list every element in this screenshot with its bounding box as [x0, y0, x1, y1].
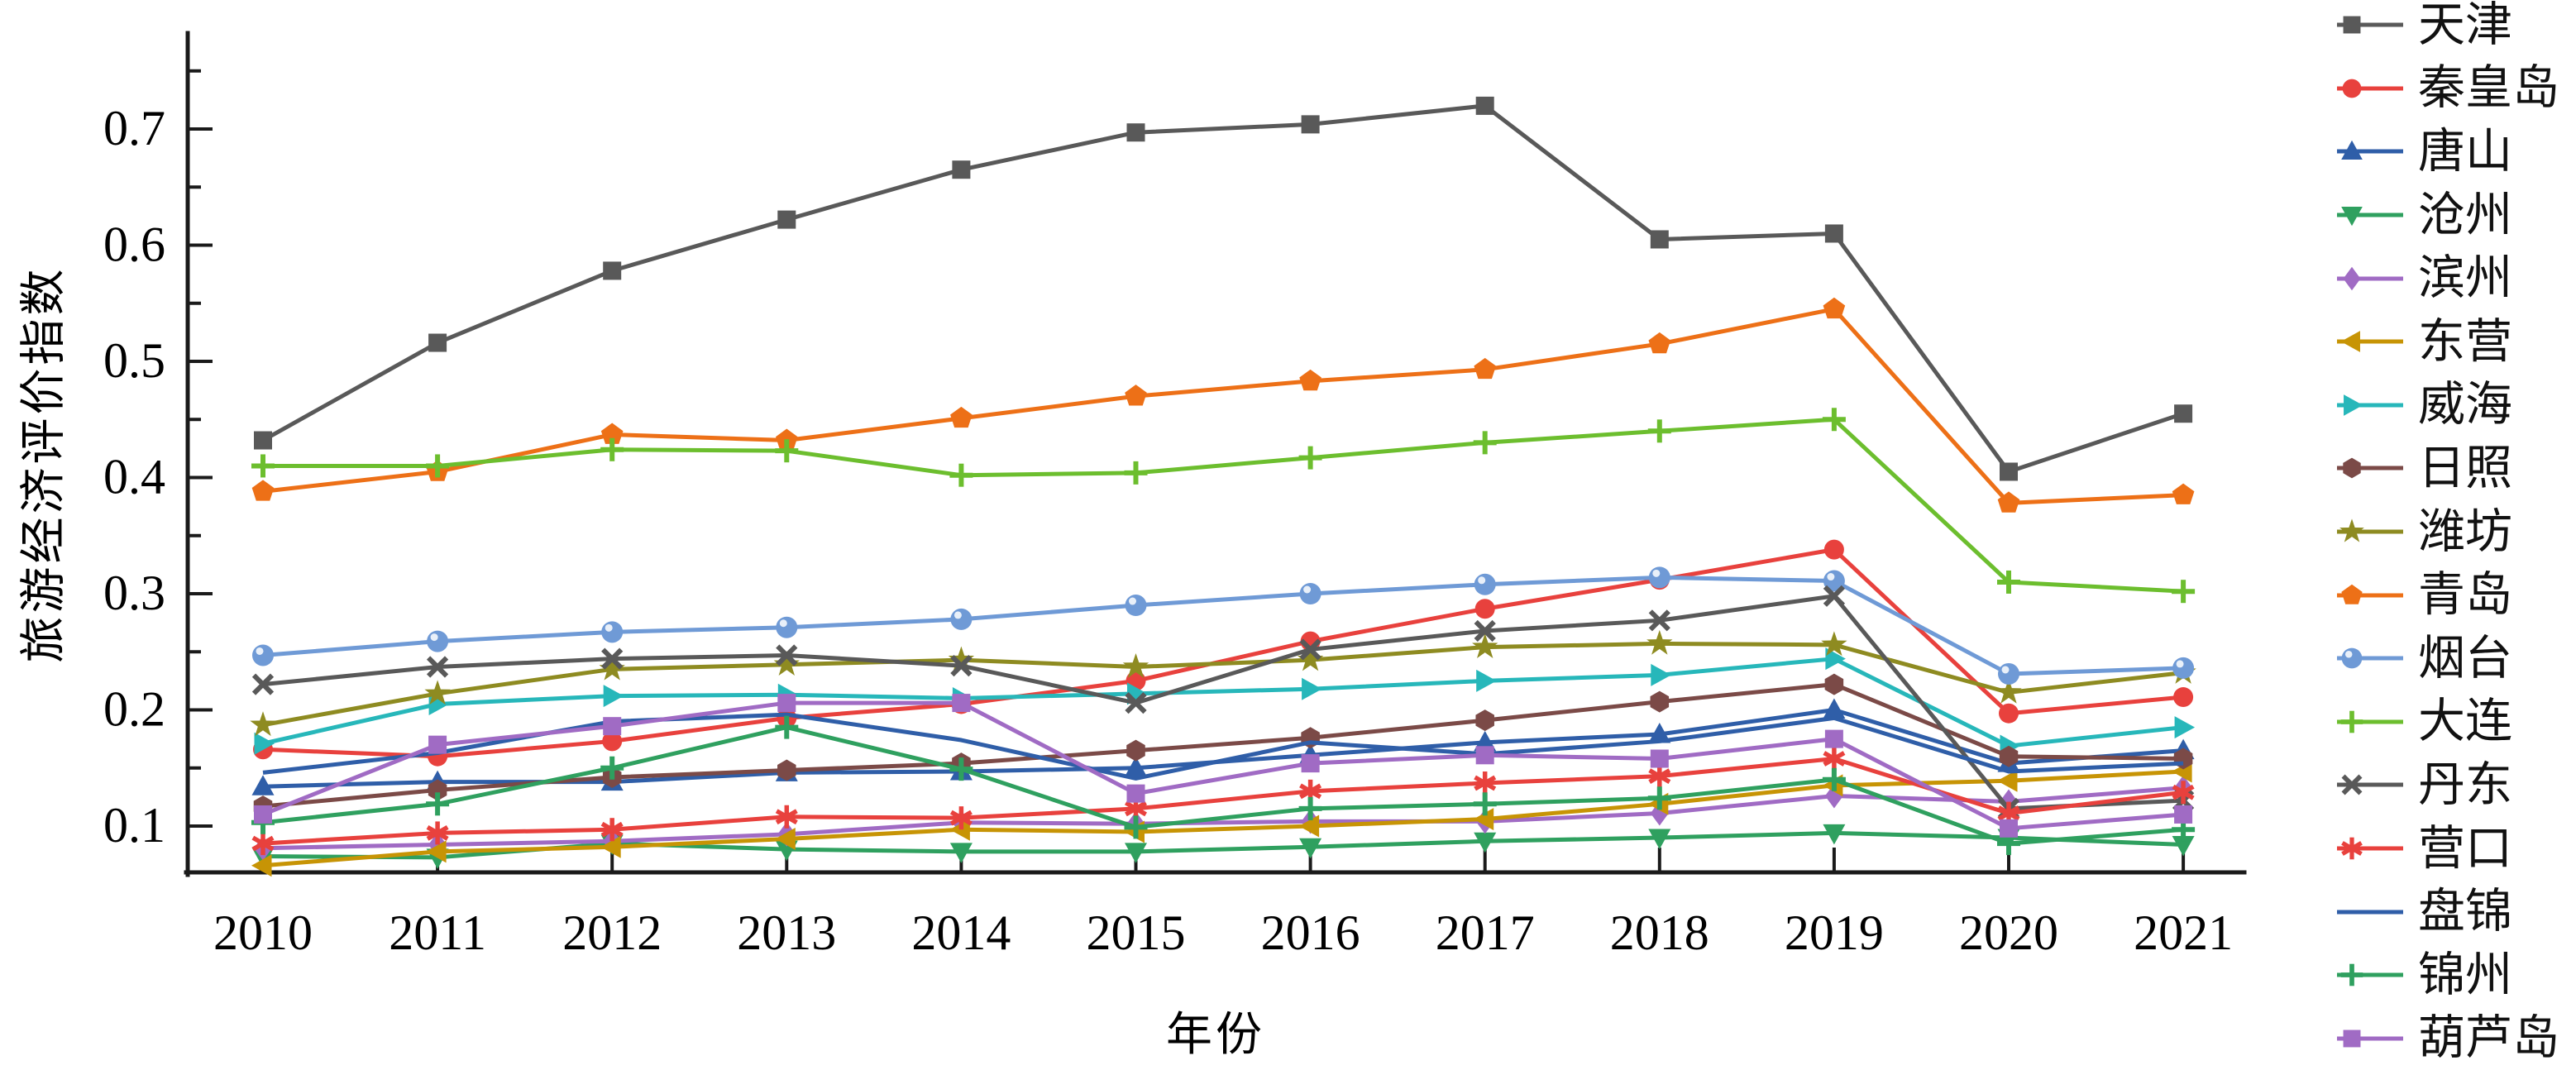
- legend-label: 秦皇岛: [2418, 64, 2559, 112]
- legend-marker-icon: [2335, 0, 2406, 50]
- legend-item-滨州: 滨州: [2335, 246, 2559, 310]
- legend-marker-icon: [2335, 127, 2406, 176]
- legend-label: 锦州: [2418, 952, 2512, 999]
- x-tick-label: 2021: [2134, 905, 2233, 960]
- legend-item-大连: 大连: [2335, 690, 2559, 754]
- legend-marker-icon: [2335, 697, 2406, 747]
- y-tick-label: 0.2: [103, 682, 165, 737]
- y-tick-label: 0.4: [103, 450, 165, 504]
- x-tick-label: 2010: [213, 905, 313, 960]
- legend-marker-icon: [2335, 443, 2406, 493]
- legend-marker-icon: [2335, 507, 2406, 556]
- legend-marker-icon: [2335, 633, 2406, 683]
- legend-label: 沧州: [2418, 192, 2512, 239]
- x-tick-label: 2011: [389, 905, 486, 960]
- legend-label: 日照: [2418, 445, 2512, 492]
- legend-marker-icon: [2335, 887, 2406, 937]
- legend-item-葫芦岛: 葫芦岛: [2335, 1007, 2559, 1070]
- legend-item-营口: 营口: [2335, 817, 2559, 881]
- legend: 天津秦皇岛唐山沧州滨州东营威海日照潍坊青岛烟台大连丹东营口盘锦锦州葫芦岛: [2335, 0, 2559, 1070]
- x-tick-label: 2012: [562, 905, 662, 960]
- legend-marker-icon: [2335, 950, 2406, 1000]
- series-天津: [254, 97, 2192, 481]
- legend-item-唐山: 唐山: [2335, 120, 2559, 184]
- legend-marker-icon: [2335, 380, 2406, 430]
- legend-marker-icon: [2335, 824, 2406, 873]
- legend-item-威海: 威海: [2335, 374, 2559, 437]
- legend-label: 滨州: [2418, 255, 2512, 302]
- legend-item-沧州: 沧州: [2335, 184, 2559, 247]
- x-tick-label: 2018: [1610, 905, 1709, 960]
- x-tick-label: 2019: [1785, 905, 1884, 960]
- y-ticks: [188, 71, 213, 826]
- legend-label: 烟台: [2418, 635, 2512, 682]
- y-axis-title: 旅游经济评价指数: [7, 217, 74, 713]
- x-axis-title: 年份: [188, 997, 2244, 1064]
- legend-item-丹东: 丹东: [2335, 753, 2559, 817]
- y-tick-label: 0.7: [103, 101, 165, 155]
- legend-item-青岛: 青岛: [2335, 563, 2559, 627]
- legend-marker-icon: [2335, 1014, 2406, 1063]
- legend-item-天津: 天津: [2335, 0, 2559, 57]
- series-烟台: [252, 566, 2194, 685]
- legend-label: 潍坊: [2418, 509, 2512, 556]
- y-tick-label: 0.1: [103, 798, 165, 853]
- y-tick-label: 0.5: [103, 333, 165, 388]
- legend-label: 威海: [2418, 381, 2512, 428]
- legend-label: 青岛: [2418, 571, 2512, 619]
- x-tick-label: 2013: [737, 905, 836, 960]
- y-tick-label: 0.3: [103, 566, 165, 620]
- x-tick-label: 2016: [1261, 905, 1360, 960]
- x-tick-label: 2020: [1959, 905, 2058, 960]
- legend-item-秦皇岛: 秦皇岛: [2335, 57, 2559, 121]
- x-tick-label: 2015: [1087, 905, 1186, 960]
- legend-item-盘锦: 盘锦: [2335, 880, 2559, 943]
- legend-item-潍坊: 潍坊: [2335, 500, 2559, 564]
- legend-label: 营口: [2418, 825, 2512, 872]
- legend-marker-icon: [2335, 571, 2406, 620]
- legend-item-烟台: 烟台: [2335, 627, 2559, 690]
- legend-marker-icon: [2335, 317, 2406, 366]
- legend-item-锦州: 锦州: [2335, 943, 2559, 1007]
- legend-label: 大连: [2418, 698, 2512, 745]
- legend-marker-icon: [2335, 64, 2406, 113]
- y-tick-label: 0.6: [103, 217, 165, 272]
- legend-label: 葫芦岛: [2418, 1015, 2559, 1062]
- legend-label: 天津: [2418, 2, 2512, 49]
- legend-item-日照: 日照: [2335, 437, 2559, 500]
- legend-label: 丹东: [2418, 762, 2512, 809]
- legend-marker-icon: [2335, 190, 2406, 240]
- x-tick-label: 2017: [1436, 905, 1535, 960]
- legend-marker-icon: [2335, 760, 2406, 810]
- x-tick-label: 2014: [911, 905, 1011, 960]
- series-大连: [251, 408, 2195, 603]
- legend-item-东营: 东营: [2335, 310, 2559, 374]
- legend-label: 东营: [2418, 318, 2512, 365]
- legend-label: 唐山: [2418, 128, 2512, 175]
- legend-label: 盘锦: [2418, 888, 2512, 935]
- legend-marker-icon: [2335, 254, 2406, 303]
